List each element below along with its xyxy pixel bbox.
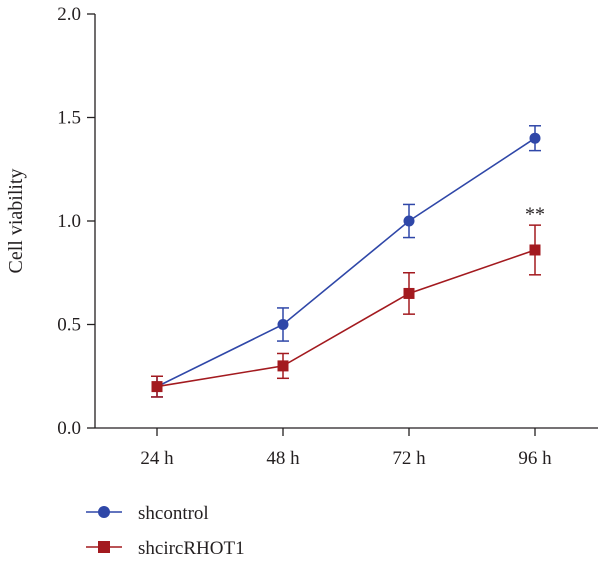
- legend-label: shcircRHOT1: [138, 538, 245, 559]
- x-tick-label: 96 h: [518, 448, 552, 469]
- series-line: [156, 137, 536, 388]
- legend-marker: [98, 506, 110, 518]
- annotations: **: [525, 204, 545, 226]
- significance-label: **: [525, 204, 545, 226]
- y-tick-label: 0.5: [57, 315, 81, 336]
- x-tick-label: 72 h: [392, 448, 426, 469]
- y-tick-label: 1.0: [57, 211, 81, 232]
- series-shcircRHOT1: [151, 224, 541, 398]
- x-tick-label: 48 h: [266, 448, 300, 469]
- data-point: [277, 319, 289, 330]
- data-point: [277, 360, 289, 372]
- data-point: [151, 381, 163, 393]
- y-tick-label: 2.0: [57, 4, 81, 25]
- y-tick-label: 0.0: [57, 418, 81, 439]
- legend-label: shcontrol: [138, 503, 209, 524]
- plot-area: [151, 125, 541, 398]
- x-tick-label: 24 h: [140, 448, 174, 469]
- legend-item: shcircRHOT1: [86, 538, 245, 559]
- series-line: [156, 249, 536, 388]
- series-shcontrol: [151, 125, 541, 398]
- y-ticks: 0.0 0.5 1.0 1.5 2.0: [57, 4, 95, 439]
- axes: [94, 14, 598, 429]
- legend: shcontrol shcircRHOT1: [86, 503, 245, 559]
- legend-item: shcontrol: [86, 503, 209, 524]
- data-point: [403, 215, 415, 227]
- legend-marker: [98, 541, 110, 553]
- data-point: [529, 244, 541, 256]
- y-tick-label: 1.5: [57, 108, 81, 129]
- x-ticks: 24 h 48 h 72 h 96 h: [140, 428, 552, 469]
- data-point: [403, 287, 415, 299]
- data-point: [529, 132, 541, 144]
- y-axis-title: Cell viability: [5, 169, 27, 274]
